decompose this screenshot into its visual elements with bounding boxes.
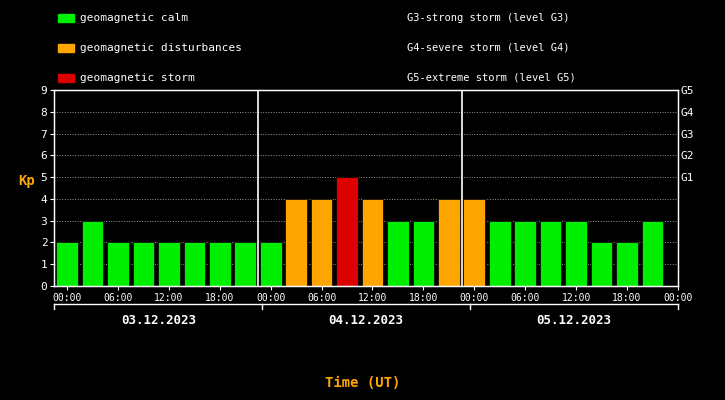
Bar (463, 199, 485, 286)
Bar (311, 199, 332, 286)
Text: Time (UT): Time (UT) (325, 376, 400, 390)
Bar (260, 242, 281, 286)
Bar (413, 221, 434, 286)
Bar (362, 199, 384, 286)
Bar (57, 242, 78, 286)
Bar (438, 199, 460, 286)
Bar (82, 221, 104, 286)
Bar (107, 242, 129, 286)
Y-axis label: Kp: Kp (18, 174, 36, 188)
Bar (566, 221, 587, 286)
Text: G5-extreme storm (level G5): G5-extreme storm (level G5) (407, 73, 576, 83)
Bar (489, 221, 510, 286)
Bar (616, 242, 638, 286)
Text: 05.12.2023: 05.12.2023 (536, 314, 611, 327)
Text: G3-strong storm (level G3): G3-strong storm (level G3) (407, 13, 569, 23)
Text: geomagnetic disturbances: geomagnetic disturbances (80, 43, 241, 53)
Bar (387, 221, 409, 286)
Text: 03.12.2023: 03.12.2023 (121, 314, 196, 327)
Bar (183, 242, 205, 286)
Text: G4-severe storm (level G4): G4-severe storm (level G4) (407, 43, 569, 53)
Text: 04.12.2023: 04.12.2023 (328, 314, 404, 327)
Bar (158, 242, 180, 286)
Bar (286, 199, 307, 286)
Bar (234, 242, 256, 286)
Bar (540, 221, 561, 286)
Text: geomagnetic calm: geomagnetic calm (80, 13, 188, 23)
Bar (209, 242, 231, 286)
Text: geomagnetic storm: geomagnetic storm (80, 73, 194, 83)
Bar (591, 242, 613, 286)
Bar (514, 221, 536, 286)
Bar (642, 221, 663, 286)
Bar (336, 177, 358, 286)
Bar (133, 242, 154, 286)
